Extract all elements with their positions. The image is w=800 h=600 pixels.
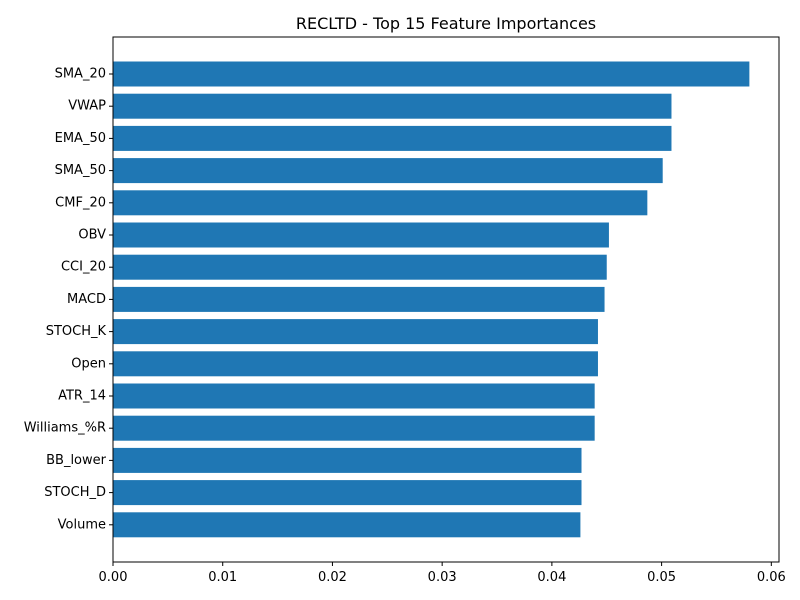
bar-stoch-k: [113, 319, 598, 345]
y-tick-label: Williams_%R: [24, 421, 106, 436]
x-tick-label: 0.00: [99, 570, 128, 585]
bar-bb-lower: [113, 447, 582, 473]
y-tick-label: SMA_50: [55, 163, 106, 178]
bar-atr-14: [113, 383, 595, 409]
bar-volume: [113, 512, 581, 538]
x-axis-ticks: 0.00 0.01 0.02 0.03 0.04 0.05 0.06: [99, 562, 786, 585]
x-tick-label: 0.06: [757, 570, 786, 585]
y-tick-label: VWAP: [68, 99, 106, 114]
y-tick-label: EMA_50: [55, 131, 106, 146]
bar-open: [113, 351, 598, 377]
y-axis-ticks: SMA_20 VWAP EMA_50 SMA_50 CMF_20 OBV CCI_20 MAC…: [24, 67, 113, 532]
y-tick-label: STOCH_D: [44, 485, 106, 500]
bar-vwap: [113, 93, 672, 119]
bar-cmf-20: [113, 190, 648, 216]
bar-ema-50: [113, 125, 672, 151]
bars-layer: [113, 61, 750, 538]
bar-sma-50: [113, 158, 663, 184]
chart-title: RECLTD - Top 15 Feature Importances: [296, 14, 596, 33]
y-tick-label: OBV: [78, 228, 106, 243]
x-tick-label: 0.04: [537, 570, 566, 585]
y-tick-label: SMA_20: [55, 67, 106, 82]
x-tick-label: 0.03: [428, 570, 457, 585]
bar-sma-20: [113, 61, 750, 87]
x-tick-label: 0.05: [647, 570, 676, 585]
plot-frame: [112, 36, 780, 563]
x-tick-label: 0.01: [208, 570, 237, 585]
bar-macd: [113, 286, 605, 312]
y-tick-label: Open: [71, 356, 106, 371]
bar-williams-r: [113, 415, 595, 441]
x-tick-label: 0.02: [318, 570, 347, 585]
y-tick-label: MACD: [67, 292, 106, 307]
y-tick-label: STOCH_K: [46, 324, 107, 339]
bar-cci-20: [113, 254, 607, 280]
y-tick-label: CCI_20: [61, 260, 106, 275]
y-tick-label: Volume: [58, 517, 106, 532]
y-tick-label: ATR_14: [58, 389, 106, 404]
y-tick-label: BB_lower: [46, 453, 107, 468]
bar-obv: [113, 222, 609, 248]
y-tick-label: CMF_20: [55, 195, 106, 210]
bar-stoch-d: [113, 480, 582, 506]
